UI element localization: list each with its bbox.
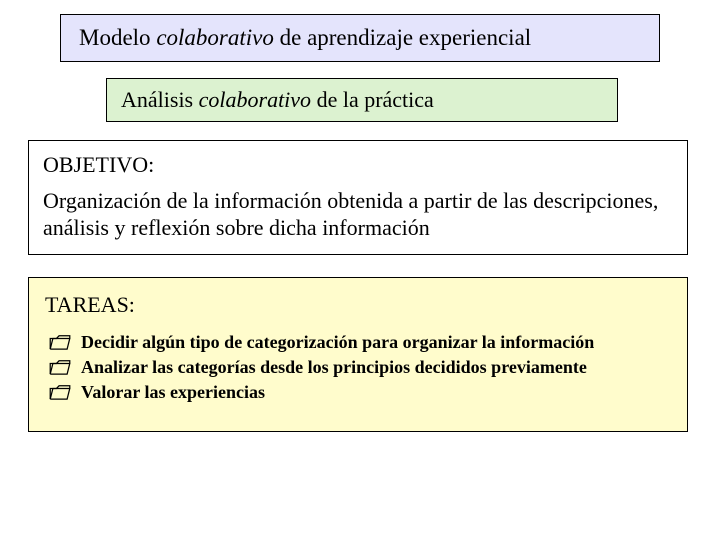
title-pre: Modelo [79,25,156,50]
objective-box: OBJETIVO: Organización de la información… [28,140,688,255]
folder-icon [49,334,71,355]
subtitle-pre: Análisis [121,87,199,112]
task-text: Analizar las categorías desde los princi… [81,357,587,378]
subtitle-italic: colaborativo [199,87,311,112]
folder-icon [49,359,71,380]
tasks-box: TAREAS: Decidir algún tipo de categoriza… [28,277,688,432]
title-box: Modelo colaborativo de aprendizaje exper… [60,14,660,62]
task-item: Valorar las experiencias [49,382,671,403]
task-item: Decidir algún tipo de categorización par… [49,332,671,353]
subtitle-post: de la práctica [311,87,434,112]
objective-header: OBJETIVO: [43,151,673,179]
objective-body: Organización de la información obtenida … [43,187,673,242]
folder-icon [49,384,71,405]
task-item: Analizar las categorías desde los princi… [49,357,671,378]
title-italic: colaborativo [156,25,274,50]
task-text: Valorar las experiencias [81,382,265,403]
tasks-header: TAREAS: [45,292,671,318]
title-post: de aprendizaje experiencial [274,25,531,50]
subtitle-box: Análisis colaborativo de la práctica [106,78,618,122]
task-text: Decidir algún tipo de categorización par… [81,332,594,353]
